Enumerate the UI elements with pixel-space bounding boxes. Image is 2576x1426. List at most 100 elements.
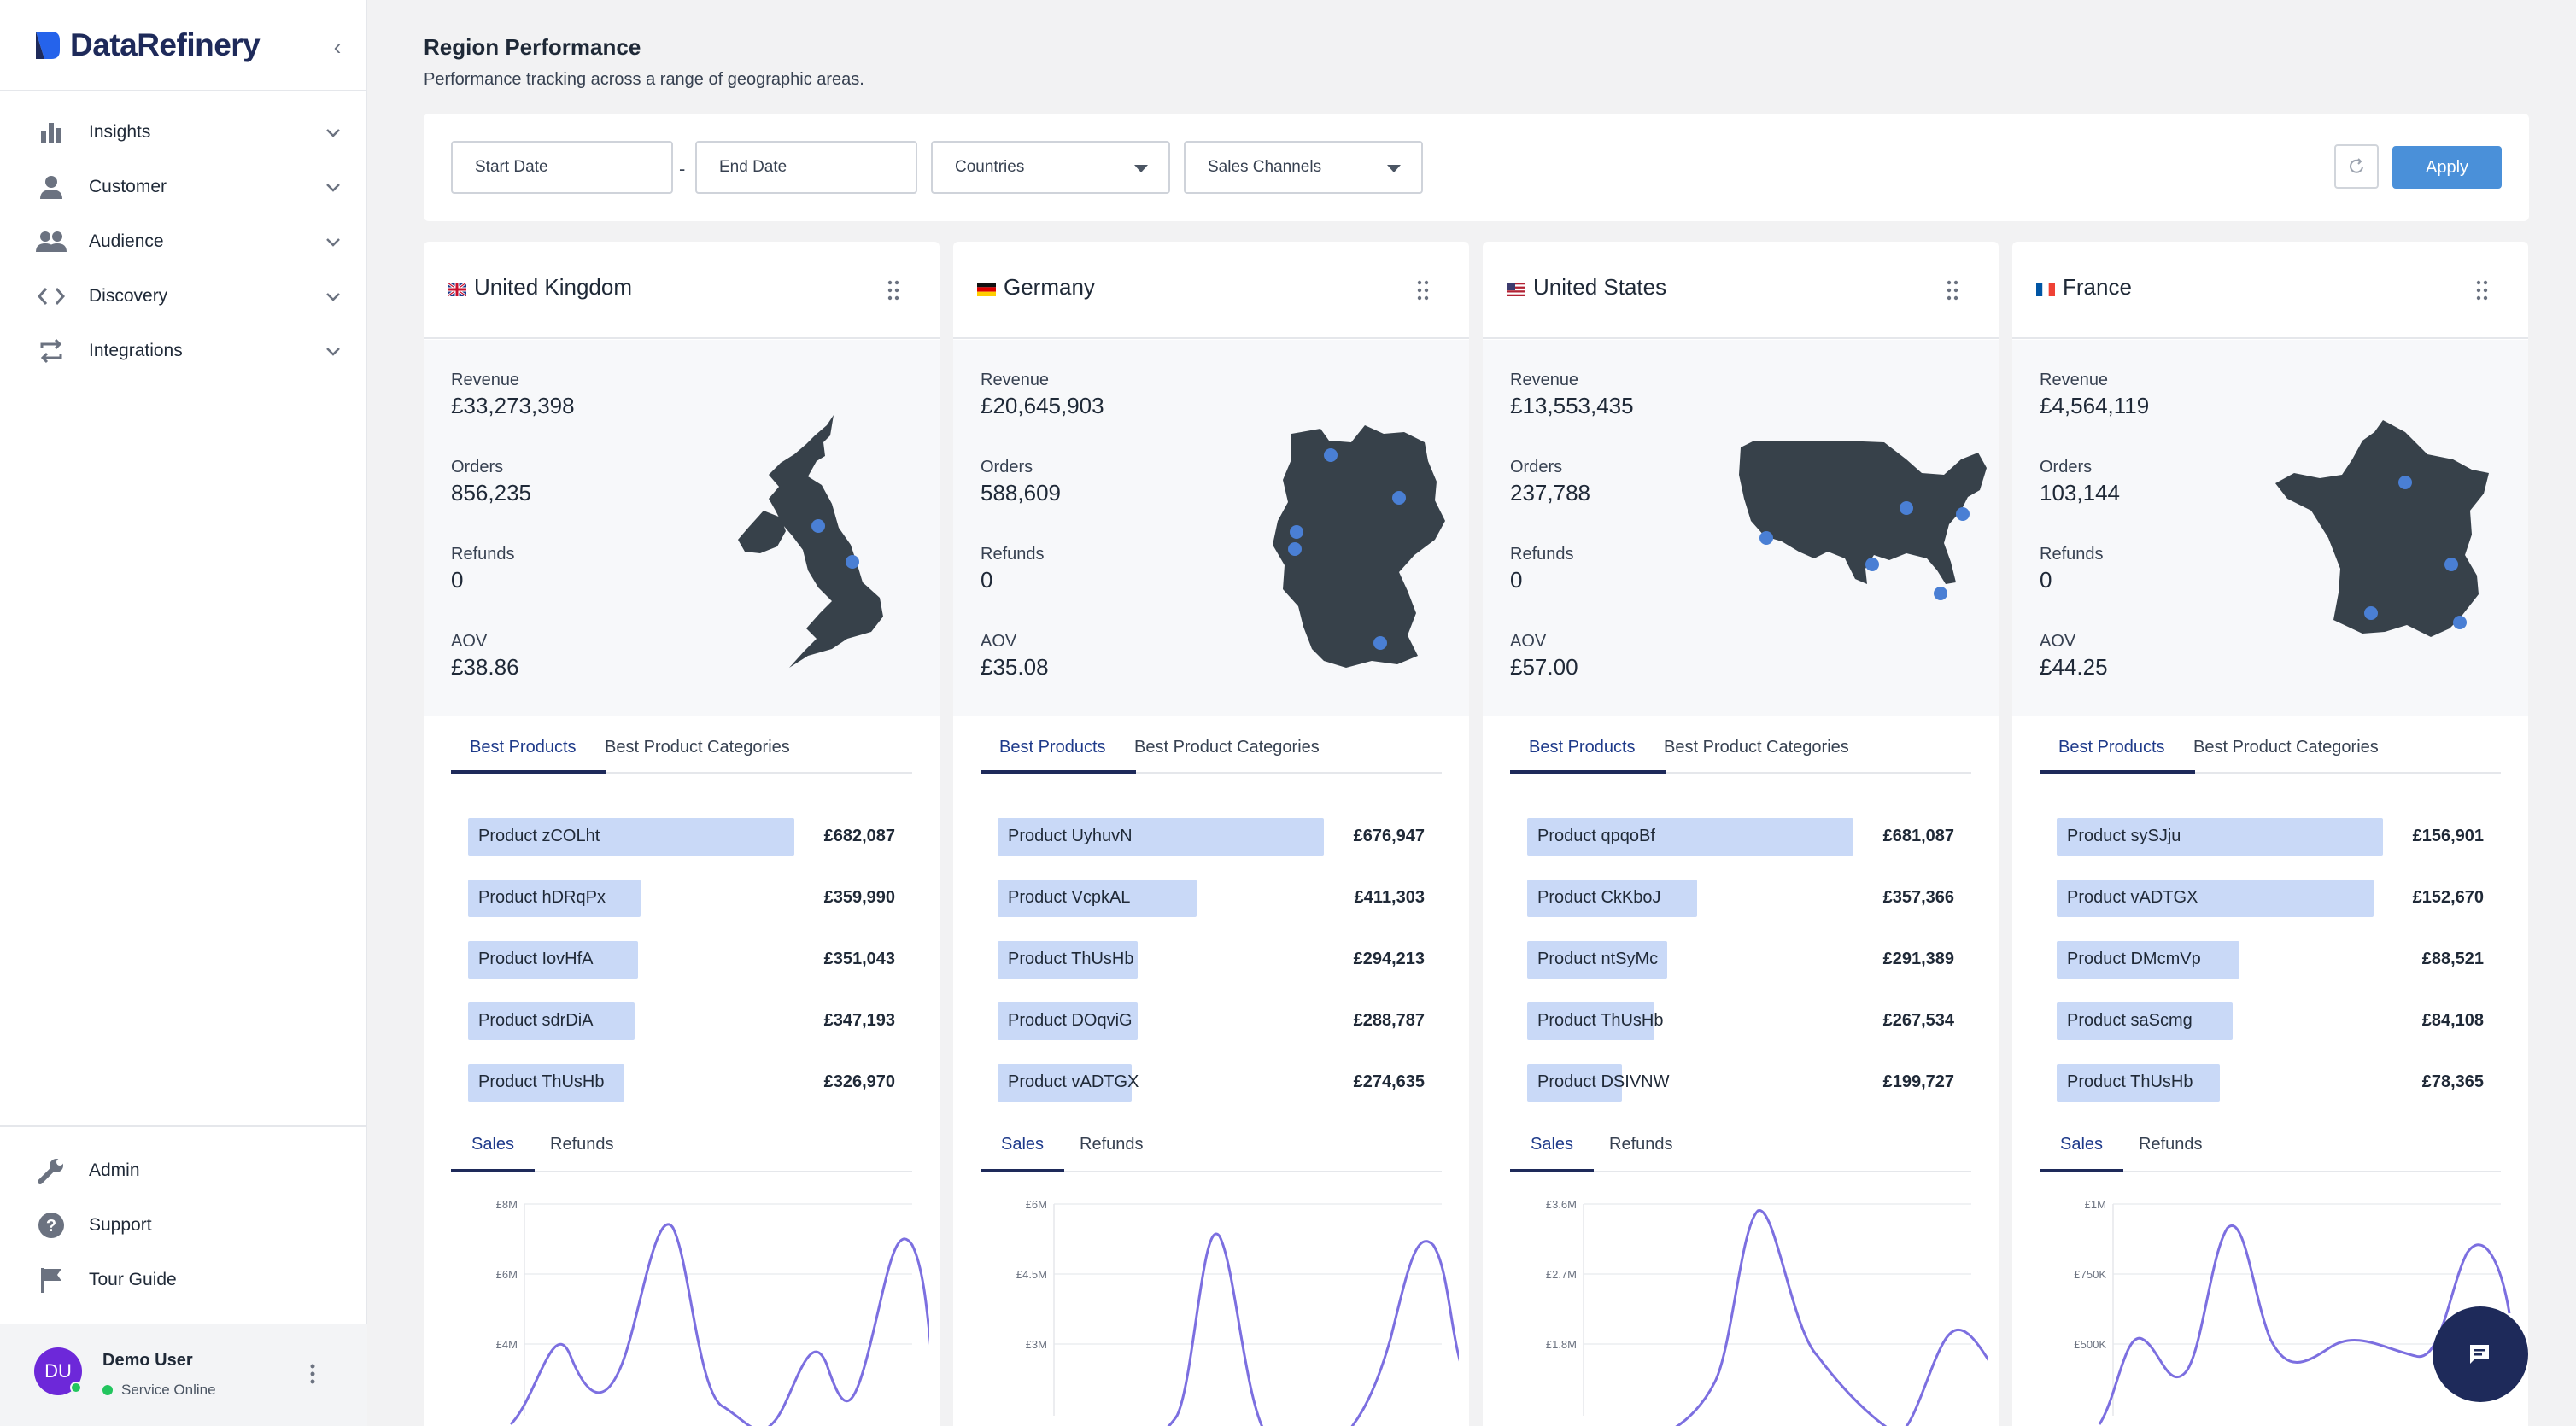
chat-button[interactable] xyxy=(2433,1306,2528,1402)
tab-best-products[interactable]: Best Products xyxy=(999,738,1106,757)
y-tick-label: £6M xyxy=(1026,1198,1047,1211)
tab-best-product-categories[interactable]: Best Product Categories xyxy=(1134,738,1320,757)
product-row[interactable]: Product DMcmVp £88,521 xyxy=(2057,941,2484,979)
end-date-input[interactable]: End Date xyxy=(695,141,917,194)
sales-channels-select[interactable]: Sales Channels xyxy=(1184,141,1423,194)
chevron-down-icon xyxy=(326,129,340,137)
product-row[interactable]: Product CkKboJ £357,366 xyxy=(1527,880,1954,917)
product-row[interactable]: Product hDRqPx £359,990 xyxy=(468,880,895,917)
map-location-dot xyxy=(846,555,859,569)
app-logo[interactable]: DataRefinery xyxy=(34,24,261,67)
y-tick-label: £6M xyxy=(496,1268,518,1281)
product-revenue: £267,534 xyxy=(1882,1011,1954,1030)
us-flag-icon xyxy=(1507,283,1525,296)
tab-best-products[interactable]: Best Products xyxy=(470,738,577,757)
product-row[interactable]: Product sdrDiA £347,193 xyxy=(468,1002,895,1040)
revenue-value: £4,564,119 xyxy=(2040,393,2150,418)
tab-refunds[interactable]: Refunds xyxy=(1080,1135,1144,1154)
drag-handle-icon[interactable] xyxy=(887,279,900,301)
apply-button[interactable]: Apply xyxy=(2392,146,2502,189)
product-row[interactable]: Product VcpkAL £411,303 xyxy=(998,880,1425,917)
sidebar-item-audience[interactable]: Audience xyxy=(34,219,343,264)
sidebar-item-discovery[interactable]: Discovery xyxy=(34,274,343,319)
refunds-value: 0 xyxy=(451,567,464,593)
orders-label: Orders xyxy=(981,458,1033,476)
active-tab-indicator xyxy=(2040,1169,2123,1172)
sidebar-item-tour-guide[interactable]: Tour Guide xyxy=(34,1258,343,1302)
product-revenue: £347,193 xyxy=(823,1011,895,1030)
map-location-dot xyxy=(1934,587,1947,600)
sales-line xyxy=(1675,1209,1988,1426)
refresh-button[interactable] xyxy=(2334,144,2379,189)
product-row[interactable]: Product UyhuvN £676,947 xyxy=(998,818,1425,856)
region-name: France xyxy=(2063,274,2132,300)
product-row[interactable]: Product DSIVNW £199,727 xyxy=(1527,1064,1954,1102)
revenue-label: Revenue xyxy=(981,371,1050,389)
collapse-sidebar-icon[interactable]: ‹ xyxy=(333,34,342,60)
map-location-dot xyxy=(1324,448,1338,462)
tab-sales[interactable]: Sales xyxy=(471,1135,515,1154)
product-name: Product qpqoBf xyxy=(1537,827,1655,845)
start-date-input[interactable]: Start Date xyxy=(451,141,673,194)
product-row[interactable]: Product DOqviG £288,787 xyxy=(998,1002,1425,1040)
product-row[interactable]: Product sySJju £156,901 xyxy=(2057,818,2484,856)
tab-best-product-categories[interactable]: Best Product Categories xyxy=(2193,738,2379,757)
sidebar-item-customer[interactable]: Customer xyxy=(34,165,343,209)
tab-refunds[interactable]: Refunds xyxy=(550,1135,614,1154)
active-tab-indicator xyxy=(451,770,606,774)
product-row[interactable]: Product ThUsHb £267,534 xyxy=(1527,1002,1954,1040)
avatar[interactable]: DU xyxy=(34,1347,82,1395)
tab-sales[interactable]: Sales xyxy=(2060,1135,2104,1154)
y-tick-label: £4.5M xyxy=(1016,1268,1047,1281)
tab-sales[interactable]: Sales xyxy=(1531,1135,1574,1154)
refunds-value: 0 xyxy=(1510,567,1523,593)
sidebar-item-support[interactable]: ? Support xyxy=(34,1203,343,1248)
drag-handle-icon[interactable] xyxy=(2475,279,2489,301)
countries-select[interactable]: Countries xyxy=(931,141,1170,194)
sidebar-item-integrations[interactable]: Integrations xyxy=(34,329,343,373)
uk-flag-icon xyxy=(448,283,466,296)
product-share-bar xyxy=(468,1002,635,1040)
active-tab-indicator xyxy=(1510,1169,1594,1172)
tab-best-products[interactable]: Best Products xyxy=(1529,738,1636,757)
product-tabs: Best Products Best Product Categories xyxy=(2040,716,2501,774)
product-row[interactable]: Product zCOLht £682,087 xyxy=(468,818,895,856)
y-tick-label: £750K xyxy=(2074,1268,2106,1281)
tab-refunds[interactable]: Refunds xyxy=(1609,1135,1673,1154)
region-map xyxy=(2275,420,2489,637)
product-row[interactable]: Product qpqoBf £681,087 xyxy=(1527,818,1954,856)
product-row[interactable]: Product ThUsHb £326,970 xyxy=(468,1064,895,1102)
orders-value: 856,235 xyxy=(451,480,531,506)
sales-chart: £3.6M £2.7M £1.8M xyxy=(1546,1198,1988,1426)
aov-label: AOV xyxy=(1510,632,1547,651)
drag-handle-icon[interactable] xyxy=(1946,279,1959,301)
sidebar-item-insights[interactable]: Insights xyxy=(34,110,343,155)
product-name: Product vADTGX xyxy=(2067,888,2198,907)
map-location-dot xyxy=(2398,476,2412,489)
sidebar-item-label: Integrations xyxy=(89,341,183,360)
online-status-dot xyxy=(70,1382,82,1394)
tab-refunds[interactable]: Refunds xyxy=(2139,1135,2203,1154)
product-share-bar xyxy=(2057,1064,2220,1102)
product-row[interactable]: Product ntSyMc £291,389 xyxy=(1527,941,1954,979)
product-row[interactable]: Product ThUsHb £294,213 xyxy=(998,941,1425,979)
product-row[interactable]: Product ThUsHb £78,365 xyxy=(2057,1064,2484,1102)
tab-best-product-categories[interactable]: Best Product Categories xyxy=(1664,738,1849,757)
sidebar-item-admin[interactable]: Admin xyxy=(34,1148,343,1193)
product-row[interactable]: Product IovHfA £351,043 xyxy=(468,941,895,979)
product-row[interactable]: Product saScmg £84,108 xyxy=(2057,1002,2484,1040)
revenue-label: Revenue xyxy=(451,371,520,389)
card-header: Germany xyxy=(953,242,1469,339)
product-row[interactable]: Product vADTGX £152,670 xyxy=(2057,880,2484,917)
revenue-label: Revenue xyxy=(1510,371,1579,389)
more-vertical-icon[interactable] xyxy=(304,1361,321,1387)
product-row[interactable]: Product vADTGX £274,635 xyxy=(998,1064,1425,1102)
chart-tabs: Sales Refunds xyxy=(451,1119,912,1172)
refresh-icon xyxy=(2350,158,2363,173)
tab-best-products[interactable]: Best Products xyxy=(2058,738,2165,757)
help-icon: ? xyxy=(34,1208,68,1242)
card-header: France xyxy=(2012,242,2528,339)
drag-handle-icon[interactable] xyxy=(1416,279,1430,301)
tab-best-product-categories[interactable]: Best Product Categories xyxy=(605,738,790,757)
tab-sales[interactable]: Sales xyxy=(1001,1135,1045,1154)
